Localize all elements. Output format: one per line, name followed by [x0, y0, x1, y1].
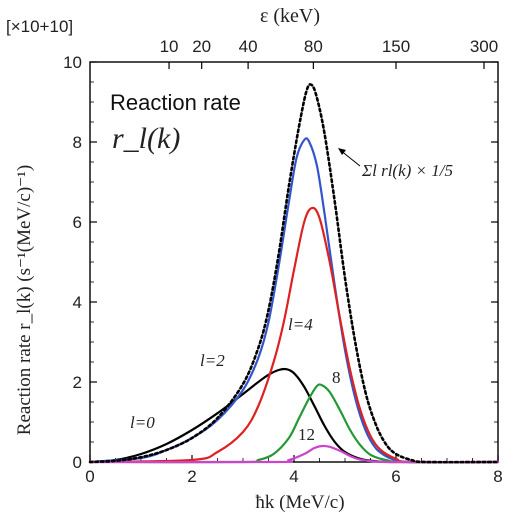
- top-tick-label-2: 40: [239, 37, 258, 56]
- x-tick-label-1: 2: [187, 467, 196, 486]
- chart-title: Reaction rate: [110, 90, 241, 115]
- label-l0: l=0: [130, 413, 155, 432]
- series-line-2: [88, 206, 500, 464]
- series-line-1: [88, 137, 500, 464]
- series-line-3: [88, 383, 500, 464]
- top-tick-label-4: 150: [382, 37, 410, 56]
- y-tick-label-5: 10: [63, 53, 82, 72]
- series-line-4: [88, 444, 500, 464]
- x-tick-label-0: 0: [85, 467, 94, 486]
- x-tick-label-4: 8: [493, 467, 502, 486]
- y-tick-label-2: 4: [73, 293, 82, 312]
- chart-subtitle: r_l(k): [112, 122, 180, 155]
- top-tick-label-1: 20: [192, 37, 211, 56]
- x-axis-label: ħk (MeV/c): [255, 492, 344, 513]
- y-axis-label: Reaction rate r_l(k) (s⁻¹(MeV/c)⁻¹): [14, 165, 35, 435]
- curves-layer: [88, 83, 500, 464]
- top-tick-label-3: 80: [304, 37, 323, 56]
- label-sum: Σl rl(k) × 1/5: [361, 161, 453, 180]
- series-line-5: [88, 83, 500, 464]
- y-tick-label-4: 8: [73, 133, 82, 152]
- x-tick-label-2: 4: [289, 467, 298, 486]
- label-l4: l=4: [288, 315, 313, 334]
- label-l12: 12: [298, 425, 315, 444]
- x-tick-label-3: 6: [391, 467, 400, 486]
- y-tick-label-1: 2: [73, 373, 82, 392]
- top-axis-label: ε (keV): [260, 5, 320, 27]
- y-tick-label-3: 6: [73, 213, 82, 232]
- top-tick-label-5: 300: [470, 37, 498, 56]
- top-tick-label-0: 10: [160, 37, 179, 56]
- label-l8: 8: [332, 368, 341, 387]
- sum-pointer-arrowhead: [338, 148, 346, 155]
- y-multiplier-label: [×10+10]: [6, 17, 73, 36]
- y-tick-label-0: 0: [73, 453, 82, 472]
- label-l2: l=2: [200, 351, 225, 370]
